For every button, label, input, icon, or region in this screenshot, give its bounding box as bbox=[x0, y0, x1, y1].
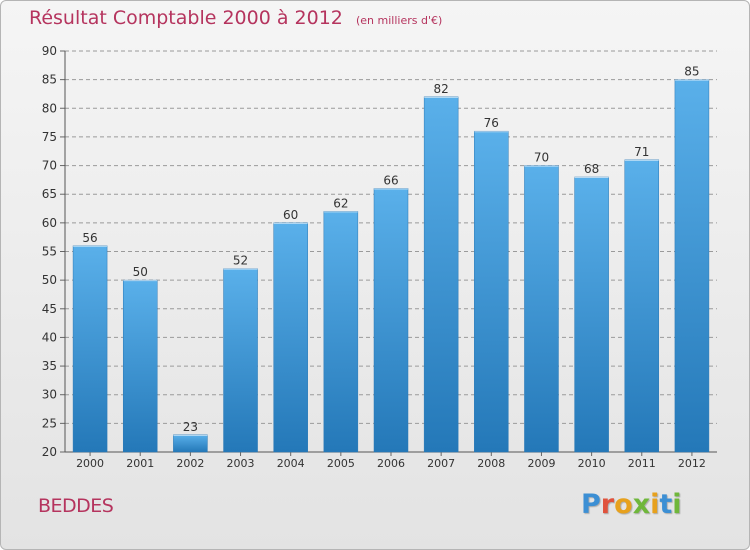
data-label-2007: 82 bbox=[434, 82, 449, 96]
bar-layer bbox=[72, 79, 710, 453]
logo-letter: i bbox=[672, 489, 682, 520]
bar-2002 bbox=[173, 434, 208, 453]
x-tick-label-2009: 2009 bbox=[527, 457, 555, 470]
y-tick-label: 35 bbox=[42, 359, 57, 373]
x-tick-label-2007: 2007 bbox=[427, 457, 455, 470]
y-tick-label: 50 bbox=[42, 273, 57, 287]
data-label-2001: 50 bbox=[133, 265, 148, 279]
x-tick-label-2011: 2011 bbox=[628, 457, 656, 470]
x-tick-label-2005: 2005 bbox=[327, 457, 355, 470]
bar-2006 bbox=[373, 188, 409, 453]
bar-2007 bbox=[423, 96, 459, 453]
x-tick-label-2000: 2000 bbox=[76, 457, 104, 470]
logo-letter: P bbox=[581, 489, 601, 520]
proxiti-logo: Proxiti bbox=[581, 489, 682, 520]
label-layer: 56 50 23 52 60 62 66 82 76 70 68 71 85 bbox=[82, 65, 699, 434]
x-tick-label-2006: 2006 bbox=[377, 457, 405, 470]
y-tick-label: 75 bbox=[42, 130, 57, 144]
data-label-2005: 62 bbox=[333, 196, 348, 210]
data-label-2008: 76 bbox=[484, 116, 499, 130]
data-label-2010: 68 bbox=[584, 162, 599, 176]
y-tick-label: 25 bbox=[42, 416, 57, 430]
y-tick-label: 70 bbox=[42, 159, 57, 173]
x-tick-label-2001: 2001 bbox=[126, 457, 154, 470]
y-tick-label: 55 bbox=[42, 245, 57, 259]
y-tick-label: 65 bbox=[42, 187, 57, 201]
axis-layer: 20 25 30 35 40 45 50 55 60 65 70 75 80 85 90 2000 2001 20… bbox=[42, 44, 717, 470]
data-label-2012: 85 bbox=[684, 65, 699, 79]
bar-2005 bbox=[323, 211, 359, 453]
logo-letter: o bbox=[614, 489, 633, 520]
y-tick-label: 80 bbox=[42, 101, 57, 115]
bar-2011 bbox=[624, 159, 660, 453]
data-label-2000: 56 bbox=[82, 231, 97, 245]
x-tick-label-2003: 2003 bbox=[227, 457, 255, 470]
data-label-2003: 52 bbox=[233, 254, 248, 268]
chart-title-row: Résultat Comptable 2000 à 2012 (en milli… bbox=[29, 7, 442, 29]
y-tick-label: 90 bbox=[42, 44, 57, 58]
bar-2012 bbox=[674, 79, 710, 453]
bar-2000 bbox=[72, 245, 108, 453]
logo-letter: i bbox=[650, 489, 660, 520]
x-tick-label-2004: 2004 bbox=[277, 457, 305, 470]
x-tick-label-2012: 2012 bbox=[678, 457, 706, 470]
x-tick-label-2008: 2008 bbox=[477, 457, 505, 470]
bar-2003 bbox=[223, 268, 258, 453]
y-tick-label: 30 bbox=[42, 388, 57, 402]
y-tick-label: 20 bbox=[42, 445, 57, 459]
commune-name: BEDDES bbox=[38, 495, 114, 517]
x-tick-label-2010: 2010 bbox=[578, 457, 606, 470]
data-label-2009: 70 bbox=[534, 151, 549, 165]
logo-letter: x bbox=[632, 489, 651, 520]
chart-subtitle: (en milliers d'€) bbox=[355, 14, 443, 27]
data-label-2006: 66 bbox=[383, 173, 398, 187]
y-tick-label: 45 bbox=[42, 302, 57, 316]
chart-title: Résultat Comptable 2000 à 2012 bbox=[29, 7, 343, 29]
bar-2010 bbox=[574, 176, 609, 453]
y-tick-label: 60 bbox=[42, 216, 57, 230]
x-tick-label-2002: 2002 bbox=[176, 457, 204, 470]
data-label-2002: 23 bbox=[183, 420, 198, 434]
logo-letter: r bbox=[600, 489, 615, 520]
bar-2009 bbox=[524, 165, 559, 453]
bar-2001 bbox=[122, 279, 158, 453]
data-label-2004: 60 bbox=[283, 208, 298, 222]
bar-2004 bbox=[273, 222, 308, 453]
bar-2008 bbox=[474, 130, 509, 453]
y-tick-label: 85 bbox=[42, 73, 57, 87]
data-label-2011: 71 bbox=[634, 145, 649, 159]
y-tick-label: 40 bbox=[42, 330, 57, 344]
logo-letter: t bbox=[659, 489, 673, 520]
